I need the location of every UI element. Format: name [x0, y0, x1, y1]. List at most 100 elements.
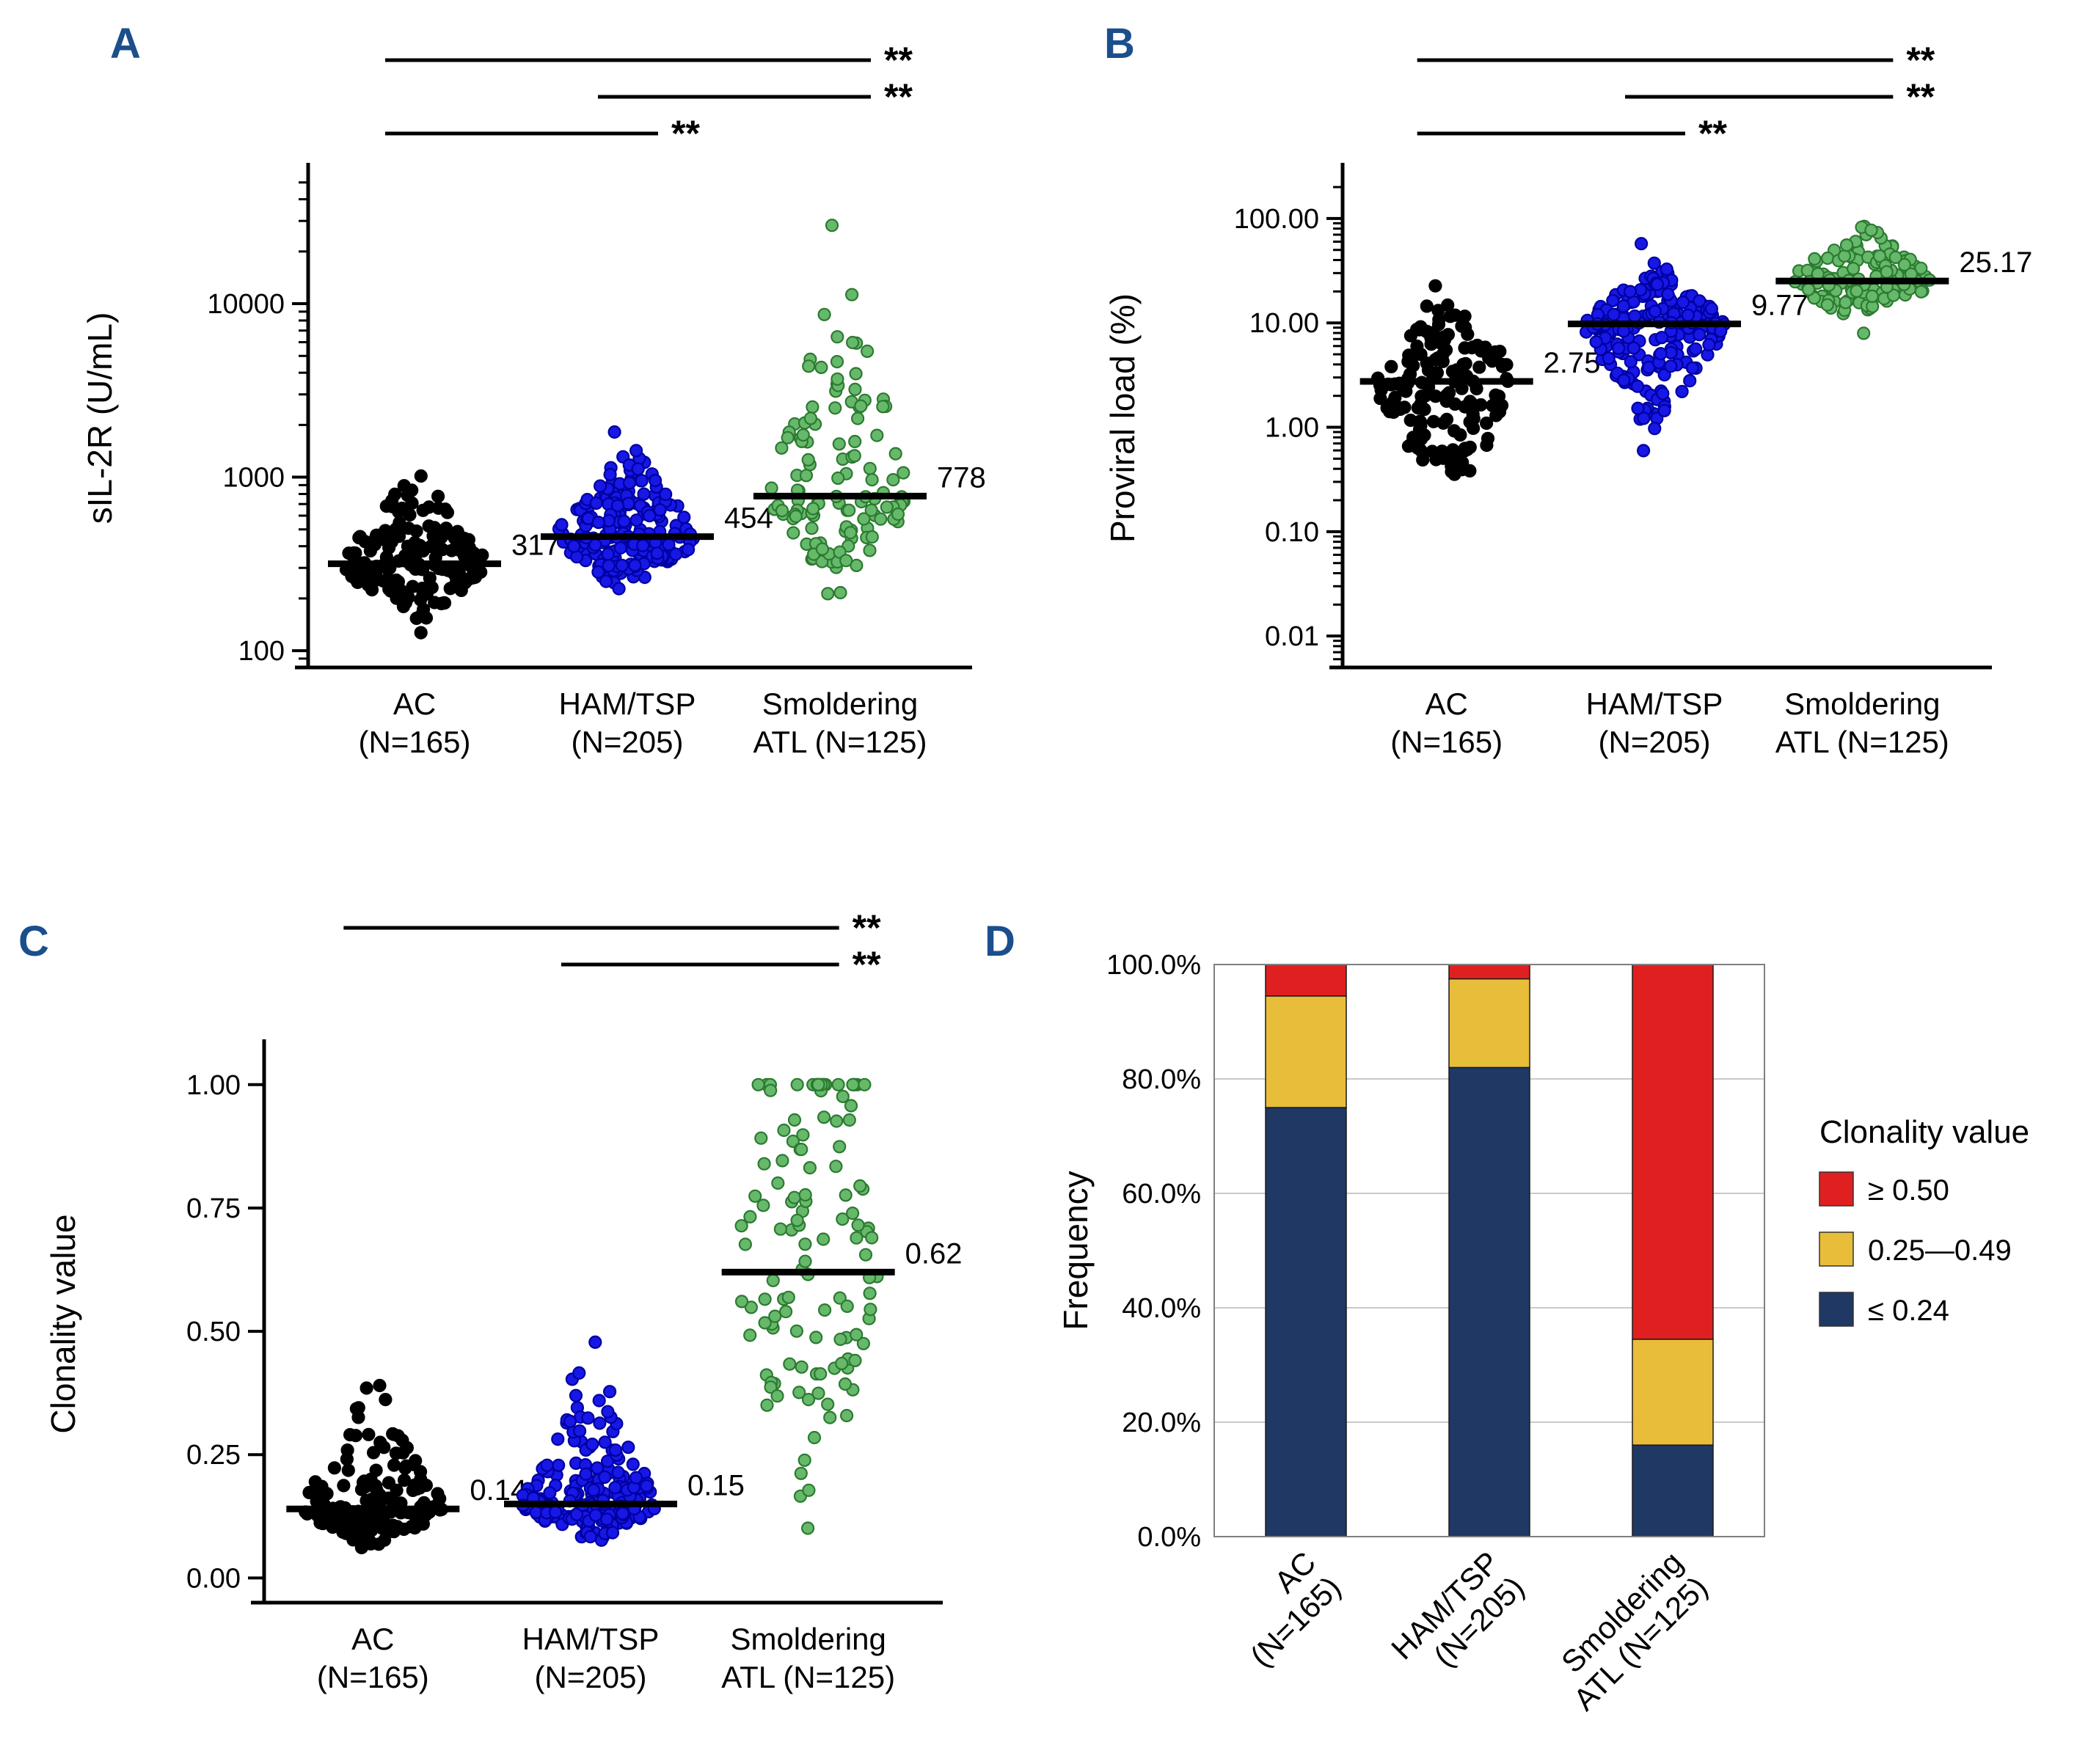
data-point	[621, 497, 635, 510]
data-point	[831, 471, 845, 486]
data-point	[1414, 415, 1428, 430]
data-point	[681, 543, 696, 557]
data-point	[373, 1378, 387, 1393]
group-label-line1: Smoldering	[730, 1622, 886, 1656]
legend-label: 0.25—0.49	[1868, 1234, 2012, 1267]
data-point	[1704, 301, 1719, 315]
data-point	[1436, 354, 1450, 368]
data-point	[1660, 262, 1673, 277]
data-point	[756, 1198, 770, 1212]
data-point	[1685, 361, 1700, 375]
data-point	[801, 1392, 816, 1407]
data-point	[758, 1292, 772, 1306]
y-tick-label: 0.75	[186, 1193, 241, 1224]
data-point	[621, 1441, 635, 1454]
data-point	[1384, 359, 1398, 373]
data-point	[848, 434, 862, 449]
data-point	[640, 1479, 654, 1493]
data-point	[863, 544, 877, 557]
data-point	[786, 526, 800, 540]
y-tick-label: 40.0%	[1122, 1293, 1201, 1324]
group-label-line1: HAM/TSP	[1586, 687, 1723, 721]
data-point	[775, 1154, 789, 1168]
group-label-line1: Smoldering	[762, 687, 918, 721]
data-point	[1436, 451, 1450, 465]
data-point	[773, 1222, 788, 1236]
data-point	[1617, 373, 1631, 387]
data-point	[874, 512, 888, 526]
data-point	[591, 565, 605, 579]
data-point	[805, 521, 819, 535]
data-point	[315, 1517, 330, 1531]
data-point	[775, 503, 789, 518]
median-value-label: 9.77	[1751, 290, 1808, 322]
data-point	[1383, 405, 1397, 419]
y-tick-label: 1.00	[1265, 413, 1319, 444]
data-point	[790, 1213, 804, 1227]
data-point	[857, 512, 871, 526]
data-point	[748, 1189, 762, 1203]
bar-segment	[1632, 964, 1714, 1340]
data-point	[622, 476, 637, 490]
data-point	[608, 1443, 623, 1457]
data-point	[572, 1366, 586, 1380]
data-point	[897, 466, 910, 480]
bar-segment	[1265, 1107, 1347, 1537]
data-point	[830, 355, 844, 369]
group-label-line1: HAM/TSP	[522, 1622, 660, 1656]
data-point	[385, 494, 399, 508]
data-point	[876, 400, 890, 414]
data-point	[302, 1485, 316, 1500]
data-point	[373, 1435, 387, 1449]
data-point	[1636, 444, 1651, 458]
swarm-group-1	[1579, 237, 1731, 458]
data-point	[789, 1324, 804, 1338]
panel-d-chart-frequency: 0.0% 20.0% 40.0% 60.0% 80.0% 100.0% Frequency A…	[1056, 950, 2029, 1717]
group-label-line2: ATL (N=125)	[721, 1660, 895, 1694]
data-point	[830, 1114, 844, 1128]
data-point	[341, 1463, 355, 1477]
data-point	[847, 449, 861, 463]
data-point	[1864, 223, 1878, 237]
data-point	[795, 1143, 808, 1157]
y-tick-label: 100	[238, 636, 285, 667]
significance-label: **	[671, 113, 700, 154]
data-point	[353, 530, 367, 544]
data-point	[833, 585, 847, 600]
data-point	[585, 1437, 599, 1452]
data-point	[832, 437, 846, 451]
data-point	[777, 1123, 791, 1138]
swarm-group-1	[552, 425, 700, 596]
data-point	[1839, 238, 1854, 252]
data-point	[888, 447, 902, 461]
data-point	[396, 1446, 410, 1460]
data-point	[613, 541, 627, 555]
data-point	[775, 441, 789, 455]
data-point	[1897, 257, 1911, 271]
significance-label: **	[884, 40, 913, 81]
data-point	[802, 1483, 816, 1497]
data-point	[839, 1408, 854, 1423]
data-point	[567, 539, 581, 553]
data-point	[600, 1454, 615, 1468]
data-point	[1664, 359, 1678, 373]
data-point	[856, 1336, 871, 1350]
data-point	[629, 513, 643, 527]
data-point	[1630, 379, 1645, 393]
data-point	[395, 501, 409, 516]
y-tick-label: 10.00	[1249, 308, 1319, 339]
data-point	[845, 1207, 860, 1220]
data-point	[838, 1377, 853, 1391]
data-point	[1681, 308, 1695, 322]
data-point	[734, 1219, 748, 1233]
data-point	[367, 1446, 381, 1460]
data-point	[636, 538, 650, 553]
data-point	[844, 288, 859, 301]
data-point	[616, 1507, 629, 1520]
data-point	[629, 1471, 643, 1485]
data-point	[1661, 288, 1675, 301]
data-point	[362, 1427, 376, 1441]
data-point	[1886, 288, 1901, 302]
data-point	[803, 411, 818, 425]
